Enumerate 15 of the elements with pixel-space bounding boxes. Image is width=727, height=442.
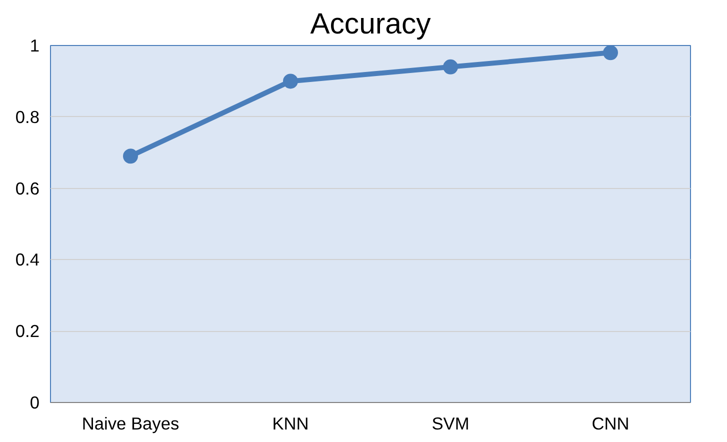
point [443,59,458,74]
point [283,74,298,89]
y-tick-label: 0.6 [15,178,40,198]
y-tick-label: 0.8 [15,106,40,127]
x-tick-label: CNN [592,414,630,434]
y-tick-label: 0.4 [15,250,40,270]
x-tick-label: SVM [432,414,470,434]
point [603,46,618,60]
y-tick-label: 1 [30,36,40,56]
y-tick-label: 0 [30,392,40,412]
chart-title: Accuracy [310,8,432,40]
x-tick-label: KNN [272,414,309,434]
x-tick-label: Naive Bayes [82,414,180,434]
y-tick-label: 0.2 [15,321,40,342]
point [123,148,138,164]
